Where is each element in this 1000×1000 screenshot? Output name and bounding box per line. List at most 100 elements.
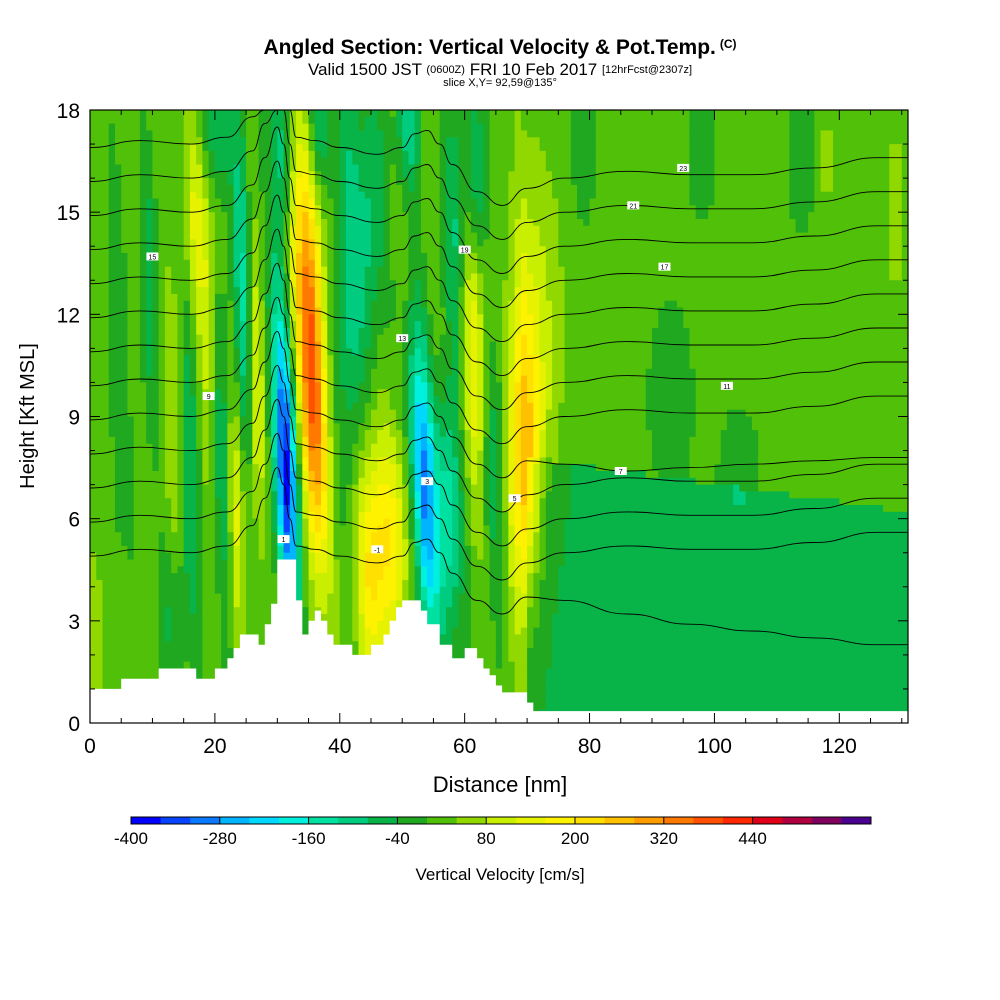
velocity-cell [264,334,272,343]
velocity-cell [333,532,353,540]
velocity-cell [189,178,203,186]
velocity-cell [90,409,110,418]
velocity-cell [189,362,197,370]
velocity-cell [321,375,328,384]
velocity-cell [489,225,509,234]
velocity-cell [589,198,691,206]
velocity-cell [889,239,903,247]
velocity-cell [477,470,484,479]
velocity-cell [545,559,566,567]
colorbar-swatch [338,817,369,824]
velocity-cell [90,423,110,431]
velocity-cell [795,218,809,227]
velocity-cell [489,498,497,506]
velocity-cell [464,382,472,390]
velocity-cell [252,205,266,213]
velocity-cell [271,253,278,261]
theta-contour [90,194,908,343]
velocity-cell [439,396,447,404]
velocity-cell [527,491,534,499]
velocity-cell [539,368,547,377]
velocity-cell [183,457,197,465]
velocity-cell [439,573,447,581]
velocity-cell [221,205,235,213]
velocity-cell [470,511,484,520]
velocity-cell [901,198,908,206]
velocity-cell [164,314,179,322]
velocity-cell [408,368,416,377]
velocity-cell [427,450,435,458]
velocity-cell [233,491,241,499]
velocity-cell [514,593,528,601]
velocity-cell [539,402,547,411]
velocity-cell [246,614,278,622]
velocity-cell [90,362,110,370]
velocity-cell [352,477,360,486]
velocity-cell [202,110,210,118]
velocity-cell [208,178,216,186]
velocity-cell [520,300,528,309]
velocity-cell [258,532,266,540]
velocity-cell [339,430,360,438]
velocity-cell [514,307,522,315]
velocity-cell [321,539,328,547]
velocity-cell [327,518,335,527]
velocity-cell [321,348,328,356]
velocity-cell [464,334,472,343]
velocity-cell [346,321,366,329]
velocity-cell [208,457,216,465]
velocity-cell [164,280,172,288]
velocity-cell [458,430,466,438]
velocity-cell [483,314,503,322]
velocity-cell [227,552,235,561]
velocity-cell [477,110,491,118]
velocity-cell [364,436,378,445]
velocity-cell [552,457,559,465]
velocity-cell [314,355,322,363]
velocity-cell [202,171,210,179]
velocity-cell [208,171,228,179]
velocity-cell [339,184,347,193]
velocity-cell [158,246,185,254]
velocity-cell [452,327,460,336]
velocity-cell [395,586,403,595]
velocity-cell [108,198,122,206]
velocity-cell [302,573,310,581]
theta-contour-label: 15 [149,254,157,261]
velocity-cell [189,287,197,295]
velocity-cell [308,450,322,458]
velocity-cell [133,430,147,438]
velocity-cell [289,491,297,499]
velocity-cell [346,300,366,309]
colorbar-tick-label: 320 [650,829,678,848]
velocity-cell [108,259,129,268]
velocity-cell [452,511,460,520]
velocity-cell [239,334,247,343]
velocity-cell [589,218,797,227]
velocity-cell [196,266,210,275]
velocity-cell [789,110,815,118]
theta-contour-label: 7 [619,469,623,476]
x-tick-label: 80 [578,735,601,758]
velocity-cell [302,355,310,363]
velocity-cell [139,368,147,377]
velocity-cell [302,396,310,404]
velocity-cell [495,654,503,663]
velocity-cell [358,382,372,390]
velocity-cell [502,518,509,527]
velocity-cell [183,661,191,670]
velocity-cell [420,130,441,138]
colorbar-swatch [249,817,280,824]
velocity-cell [520,477,528,486]
velocity-cell [271,409,278,418]
velocity-cell [214,150,247,159]
chart-title: Angled Section: Vertical Velocity & Pot.… [263,36,737,59]
velocity-cell [470,157,484,166]
velocity-cell [277,348,285,356]
velocity-cell [171,614,203,622]
velocity-cell [452,355,460,363]
velocity-cell [420,178,441,186]
velocity-cell [114,477,135,486]
velocity-cell [358,470,366,479]
velocity-cell [339,498,347,506]
